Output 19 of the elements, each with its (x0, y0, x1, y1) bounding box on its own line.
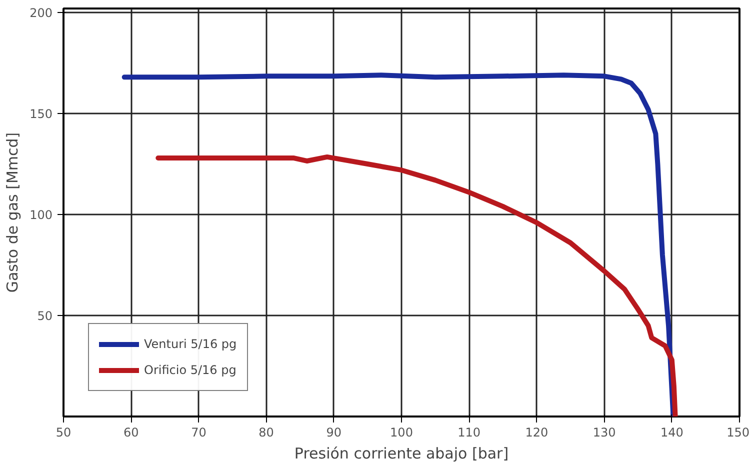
x-tick-label: 130 (592, 426, 616, 440)
legend-label: Venturi 5/16 pg (144, 337, 237, 351)
x-axis-title: Presión corriente abajo [bar] (294, 444, 509, 462)
y-axis-title: Gasto de gas [Mmcd] (4, 132, 22, 293)
x-tick-label: 100 (390, 426, 413, 440)
x-tick-label: 70 (191, 426, 206, 440)
x-tick-label: 50 (56, 426, 72, 440)
x-tick-label: 120 (525, 426, 548, 440)
y-tick-label: 100 (30, 208, 52, 222)
y-tick-label: 150 (30, 107, 52, 122)
x-tick-label: 60 (123, 426, 139, 440)
x-tick-label: 90 (326, 426, 342, 440)
x-tick-label: 150 (726, 426, 749, 440)
legend-label: Orificio 5/16 pg (144, 363, 236, 377)
x-tick-label: 80 (258, 426, 274, 440)
y-tick-label: 50 (37, 309, 53, 324)
x-tick-label: 110 (458, 426, 481, 440)
x-tick-label: 140 (660, 426, 684, 440)
y-tick-label: 200 (30, 6, 52, 20)
